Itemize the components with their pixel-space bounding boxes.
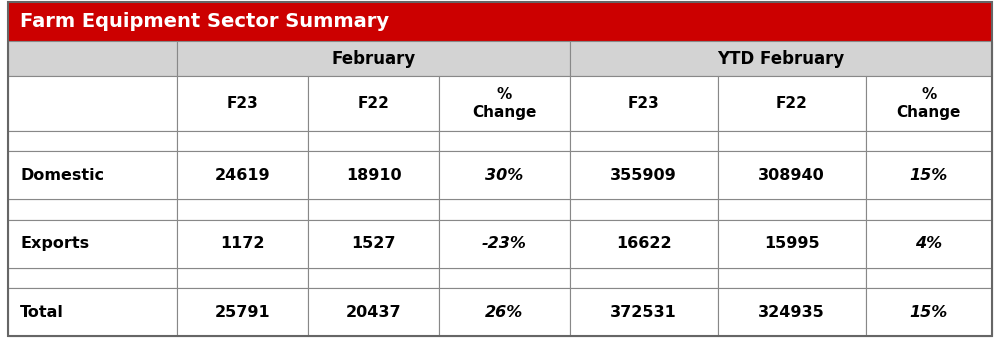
Bar <box>177 131 308 151</box>
Bar <box>439 151 570 199</box>
Text: 355909: 355909 <box>610 168 677 183</box>
Text: 1527: 1527 <box>351 236 396 251</box>
Bar <box>718 199 866 220</box>
Text: F23: F23 <box>628 96 660 111</box>
Text: F22: F22 <box>358 96 389 111</box>
Bar <box>439 131 570 151</box>
Bar <box>308 220 439 268</box>
Bar <box>308 131 439 151</box>
Text: February: February <box>331 50 416 68</box>
Bar <box>570 41 992 76</box>
Bar <box>177 151 308 199</box>
Bar <box>570 76 718 131</box>
Bar <box>570 288 718 336</box>
Bar <box>177 220 308 268</box>
Bar <box>8 220 177 268</box>
Text: 26%: 26% <box>485 305 523 320</box>
Bar <box>177 199 308 220</box>
Bar <box>866 288 992 336</box>
Text: YTD February: YTD February <box>717 50 844 68</box>
Bar <box>177 288 308 336</box>
Bar <box>177 76 308 131</box>
Text: 372531: 372531 <box>610 305 677 320</box>
Text: Total: Total <box>20 305 64 320</box>
Bar <box>866 151 992 199</box>
Bar <box>866 268 992 288</box>
Bar <box>866 199 992 220</box>
Bar <box>570 131 718 151</box>
Bar <box>718 76 866 131</box>
Bar <box>570 199 718 220</box>
Text: 16622: 16622 <box>616 236 671 251</box>
Text: Farm Equipment Sector Summary: Farm Equipment Sector Summary <box>20 12 389 31</box>
Text: %
Change: % Change <box>472 88 536 120</box>
Bar <box>718 220 866 268</box>
Bar <box>177 41 570 76</box>
Text: 4%: 4% <box>915 236 942 251</box>
Bar <box>718 151 866 199</box>
Text: F22: F22 <box>776 96 807 111</box>
Text: 18910: 18910 <box>346 168 401 183</box>
Bar <box>308 151 439 199</box>
Bar <box>866 76 992 131</box>
Text: Exports: Exports <box>20 236 89 251</box>
Text: -23%: -23% <box>482 236 527 251</box>
Bar <box>718 268 866 288</box>
Bar <box>8 199 177 220</box>
Bar <box>8 151 177 199</box>
Bar <box>570 151 718 199</box>
Text: F23: F23 <box>227 96 259 111</box>
Text: 308940: 308940 <box>758 168 825 183</box>
Text: %
Change: % Change <box>897 88 961 120</box>
Text: 25791: 25791 <box>215 305 271 320</box>
Bar <box>439 268 570 288</box>
Bar <box>866 131 992 151</box>
Text: 15%: 15% <box>910 168 948 183</box>
Text: 1172: 1172 <box>220 236 265 251</box>
Bar <box>439 199 570 220</box>
Bar <box>439 76 570 131</box>
Bar <box>8 2 992 41</box>
Bar <box>8 41 177 76</box>
Bar <box>177 268 308 288</box>
Text: 15995: 15995 <box>764 236 819 251</box>
Bar <box>8 288 177 336</box>
Bar <box>308 76 439 131</box>
Text: 30%: 30% <box>485 168 523 183</box>
Bar <box>8 76 177 131</box>
Text: 324935: 324935 <box>758 305 825 320</box>
Bar <box>439 288 570 336</box>
Bar <box>866 220 992 268</box>
Bar <box>570 268 718 288</box>
Text: 24619: 24619 <box>215 168 271 183</box>
Bar <box>8 131 177 151</box>
Bar <box>308 199 439 220</box>
Text: 15%: 15% <box>910 305 948 320</box>
Bar <box>308 288 439 336</box>
Bar <box>718 288 866 336</box>
Bar <box>8 268 177 288</box>
Bar <box>570 220 718 268</box>
Bar <box>718 131 866 151</box>
Text: 20437: 20437 <box>346 305 401 320</box>
Bar <box>439 220 570 268</box>
Text: Domestic: Domestic <box>20 168 104 183</box>
Bar <box>308 268 439 288</box>
